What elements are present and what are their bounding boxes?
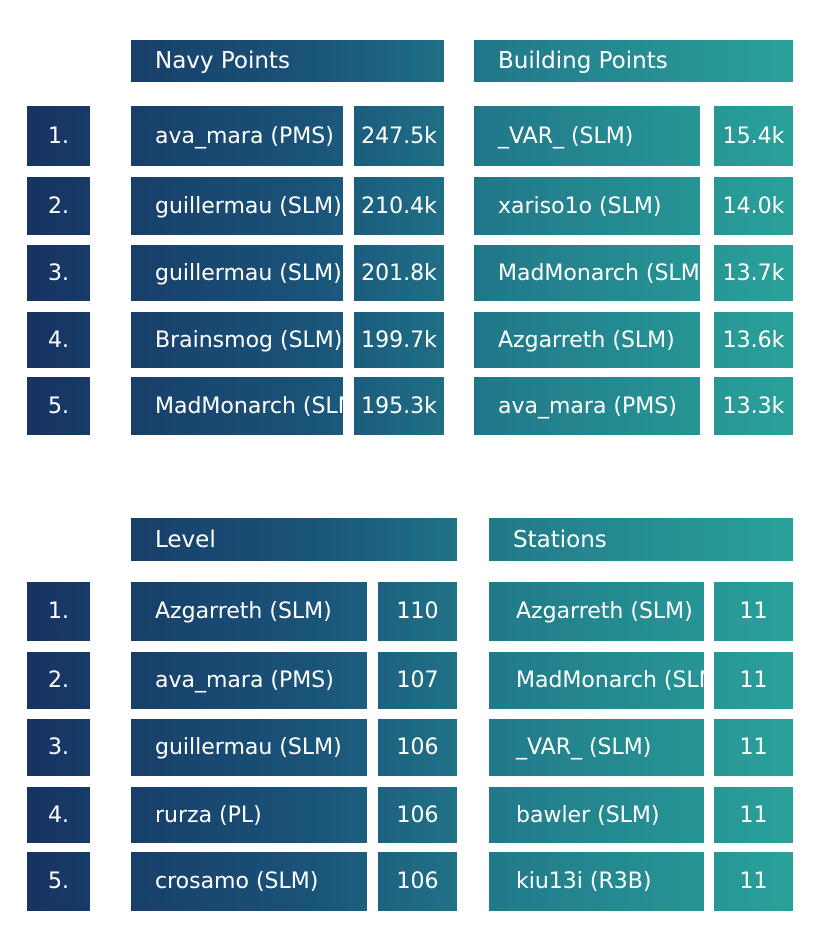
building-points-name-4: Azgarreth (SLM) [474, 312, 700, 368]
stations-value-3: 11 [714, 719, 793, 776]
navy-points-name-5: MadMonarch (SLM) [131, 377, 343, 435]
level-header: Level [131, 518, 457, 561]
building-points-value-1: 15.4k [714, 106, 793, 166]
stations-value-5: 11 [714, 852, 793, 911]
stations-value-1: 11 [714, 582, 793, 641]
navy-points-name-2: guillermau (SLM) [131, 177, 343, 235]
level-value-4: 106 [378, 787, 457, 843]
stations-name-5: kiu13i (R3B) [489, 852, 704, 911]
stations-name-3: _VAR_ (SLM) [489, 719, 704, 776]
stations-name-1: Azgarreth (SLM) [489, 582, 704, 641]
top-rank-3: 3. [27, 245, 90, 301]
level-value-2: 107 [378, 652, 457, 709]
building-points-name-2: xariso1o (SLM) [474, 177, 700, 235]
building-points-value-5: 13.3k [714, 377, 793, 435]
bottom-rank-1: 1. [27, 582, 90, 641]
bottom-rank-3: 3. [27, 719, 90, 776]
navy-points-name-3: guillermau (SLM) [131, 245, 343, 301]
bottom-rank-2: 2. [27, 652, 90, 709]
building-points-header: Building Points [474, 40, 793, 82]
level-value-1: 110 [378, 582, 457, 641]
level-name-4: rurza (PL) [131, 787, 367, 843]
level-name-2: ava_mara (PMS) [131, 652, 367, 709]
level-value-5: 106 [378, 852, 457, 911]
navy-points-value-4: 199.7k [354, 312, 444, 368]
top-rank-4: 4. [27, 312, 90, 368]
level-value-3: 106 [378, 719, 457, 776]
navy-points-name-1: ava_mara (PMS) [131, 106, 343, 166]
navy-points-value-2: 210.4k [354, 177, 444, 235]
building-points-name-1: _VAR_ (SLM) [474, 106, 700, 166]
level-name-5: crosamo (SLM) [131, 852, 367, 911]
stations-header: Stations [489, 518, 793, 561]
level-name-1: Azgarreth (SLM) [131, 582, 367, 641]
building-points-name-5: ava_mara (PMS) [474, 377, 700, 435]
stations-name-2: MadMonarch (SLM) [489, 652, 704, 709]
building-points-value-4: 13.6k [714, 312, 793, 368]
bottom-rank-5: 5. [27, 852, 90, 911]
level-name-3: guillermau (SLM) [131, 719, 367, 776]
top-rank-2: 2. [27, 177, 90, 235]
navy-points-header: Navy Points [131, 40, 444, 82]
navy-points-value-3: 201.8k [354, 245, 444, 301]
building-points-value-3: 13.7k [714, 245, 793, 301]
bottom-rank-4: 4. [27, 787, 90, 843]
navy-points-name-4: Brainsmog (SLM) [131, 312, 343, 368]
top-rank-1: 1. [27, 106, 90, 166]
stations-value-2: 11 [714, 652, 793, 709]
stations-value-4: 11 [714, 787, 793, 843]
building-points-name-3: MadMonarch (SLM) [474, 245, 700, 301]
building-points-value-2: 14.0k [714, 177, 793, 235]
navy-points-value-5: 195.3k [354, 377, 444, 435]
top-rank-5: 5. [27, 377, 90, 435]
navy-points-value-1: 247.5k [354, 106, 444, 166]
stations-name-4: bawler (SLM) [489, 787, 704, 843]
